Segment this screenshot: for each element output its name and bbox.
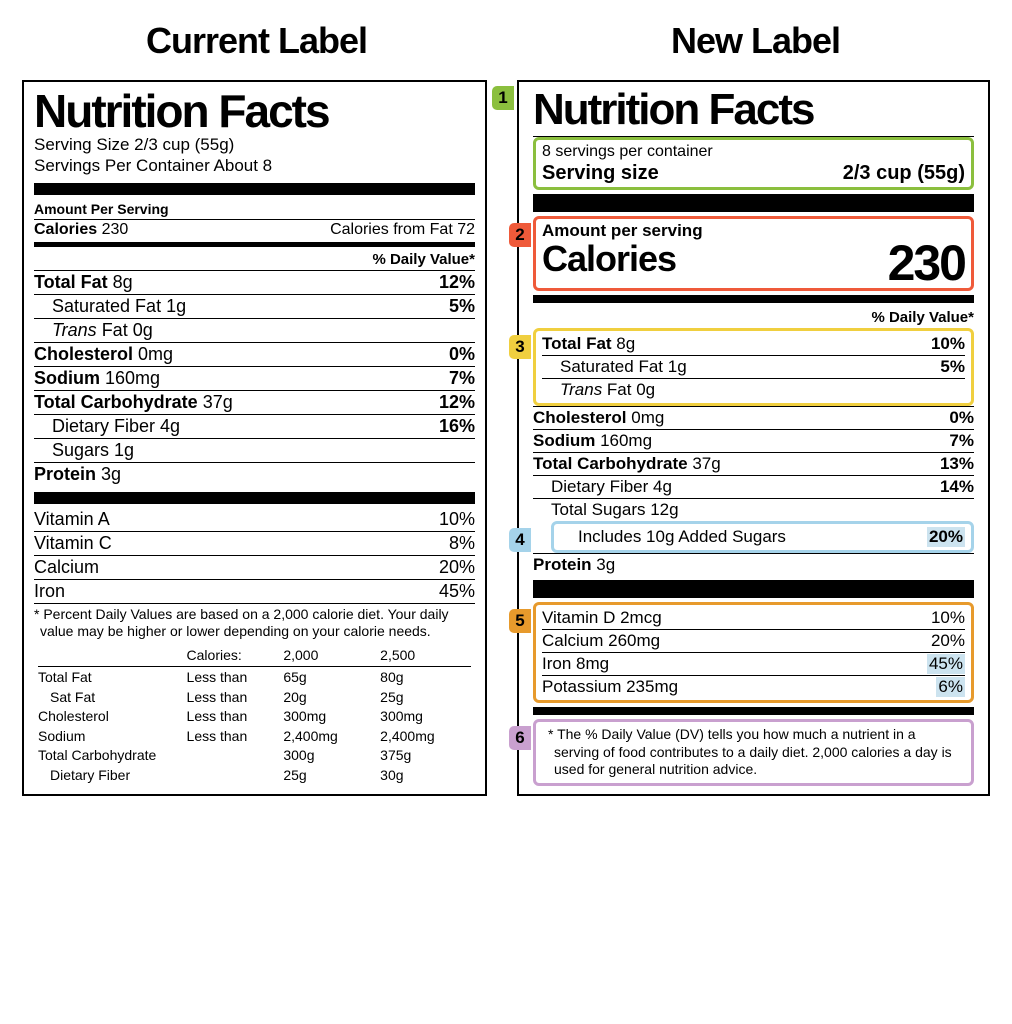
callout-tag-1: 1 [492,86,514,110]
callout-tag-6: 6 [509,726,531,750]
nutrient-row: Cholesterol 0mg0% [533,407,974,429]
nutrient-row: Dietary Fiber 4g16% [34,415,475,438]
nutrient-row: Total Sugars 12g [533,499,974,521]
callout-tag-5: 5 [509,609,531,633]
title-current: Current Label [22,20,491,62]
nutrient-row: Sodium 160mg7% [533,430,974,452]
current-footnote: * Percent Daily Values are based on a 2,… [34,604,475,645]
callout-tag-2: 2 [509,223,531,247]
thick-rule [34,183,475,195]
nutrient-row: Total Fat 8g10% [542,333,965,355]
vitamin-row: Vitamin D 2mcg10% [542,607,965,629]
protein-name: Protein [533,555,592,574]
nutrient-row: Cholesterol 0mg0% [34,343,475,366]
nutrient-row: Total Carbohydrate 37g12% [34,391,475,414]
thick-rule [34,492,475,504]
panels-row: Nutrition Facts Serving Size 2/3 cup (55… [22,80,990,796]
nutrient-row: Trans Fat 0g [34,319,475,342]
cal-label: Calories [34,221,97,238]
added-sugars-text: Includes 10g Added Sugars [560,527,786,547]
nutrient-row: Sugars 1g [34,439,475,462]
new-heading: Nutrition Facts [533,88,974,132]
callout-5-vitamins: 5 Vitamin D 2mcg10%Calcium 260mg20%Iron … [533,602,974,703]
nutrient-row: Sodium 160mg7% [34,367,475,390]
titles-row: Current Label New Label [22,20,990,62]
callout-4-added-sugars: 4 Includes 10g Added Sugars 20% [551,521,974,553]
thick-rule [533,707,974,715]
new-cal-value: 230 [888,241,965,286]
nutrient-row: Saturated Fat 1g5% [34,295,475,318]
nutrient-row: Saturated Fat 1g5% [542,356,965,378]
current-nutrients-list: Total Fat 8g12%Saturated Fat 1g5%Trans F… [34,270,475,486]
vitamin-row: Iron 8mg45% [542,653,965,675]
nutrient-row: Total Fat 8g12% [34,271,475,294]
current-servings-per: Servings Per Container About 8 [34,155,475,176]
new-mid-nutrients: Cholesterol 0mg0%Sodium 160mg7%Total Car… [533,406,974,521]
current-serving-size: Serving Size 2/3 cup (55g) [34,134,475,155]
new-serving-label: Serving size [542,162,659,185]
current-dv-header: % Daily Value* [34,249,475,270]
vitamin-row: Iron45% [34,580,475,603]
current-reference-table: Calories:2,0002,500Total FatLess than65g… [34,645,475,787]
callout-tag-3: 3 [509,335,531,359]
new-protein-row: Protein 3g [533,554,974,576]
thick-rule [533,295,974,303]
cal-from-fat: Calories from Fat 72 [330,221,475,239]
callout-6-footnote: 6 * The % Daily Value (DV) tells you how… [533,719,974,786]
vitamin-row: Potassium 235mg6% [542,676,965,698]
title-new: New Label [521,20,990,62]
nutrient-row: Trans Fat 0g [542,379,965,401]
vitamin-row: Calcium 260mg20% [542,630,965,652]
current-vitamins-list: Vitamin A10%Vitamin C8%Calcium20%Iron45% [34,508,475,603]
new-cal-label: Calories [542,241,676,279]
callout-tag-4: 4 [509,528,531,552]
current-amt-per-serving: Amount Per Serving [34,199,475,219]
current-calories-row: Calories 230 Calories from Fat 72 [34,220,475,240]
callout-3-fat: 3 Total Fat 8g10%Saturated Fat 1g5%Trans… [533,328,974,406]
panel-current: Nutrition Facts Serving Size 2/3 cup (55… [22,80,487,796]
vitamin-row: Vitamin C8% [34,532,475,555]
nutrient-row: Protein 3g [34,463,475,486]
new-servings-per: 8 servings per container [542,142,965,162]
thick-rule [533,580,974,598]
vitamin-row: Vitamin A10% [34,508,475,531]
callout-2-calories: 2 Amount per serving Calories 230 [533,216,974,291]
new-footnote: * The % Daily Value (DV) tells you how m… [542,724,965,781]
nutrient-row: Dietary Fiber 4g14% [533,476,974,498]
new-dv-header: % Daily Value* [533,307,974,328]
panel-new: Nutrition Facts 1 8 servings per contain… [517,80,990,796]
callout-1-servings: 1 8 servings per container Serving size … [533,137,974,190]
vitamin-row: Calcium20% [34,556,475,579]
added-sugars-pct: 20% [927,527,965,547]
current-heading: Nutrition Facts [34,88,475,134]
thick-rule [533,194,974,212]
nutrient-row: Total Carbohydrate 37g13% [533,453,974,475]
cal-value: 230 [102,221,129,238]
new-amt-per: Amount per serving [542,221,965,241]
protein-amt: 3g [596,555,615,574]
new-serving-value: 2/3 cup (55g) [843,162,965,185]
